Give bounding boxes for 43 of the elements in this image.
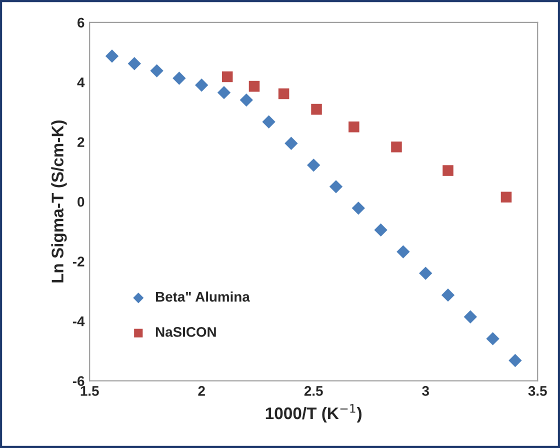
y-tick-label: -4: [72, 316, 85, 326]
y-axis-title: Ln Sigma-T (S/cm-K): [51, 120, 67, 282]
point: [105, 50, 119, 63]
point: [508, 354, 522, 368]
point: [172, 72, 186, 85]
point: [284, 136, 298, 150]
x-tick-label: 2: [198, 386, 205, 396]
y-tick-label: -2: [72, 256, 84, 266]
y-tick-label: 0: [78, 196, 84, 207]
x-tick-label: 3.5: [528, 386, 547, 396]
point: [419, 266, 432, 280]
point: [128, 57, 141, 70]
point: [307, 158, 320, 172]
x-axis-title: 1000/T (K$^{−1}$): [266, 404, 362, 423]
point: [217, 86, 231, 100]
legend-label: Beta" Alumina: [156, 292, 250, 302]
x-tick-label: 1.5: [80, 386, 99, 396]
point: [240, 93, 253, 107]
point: [195, 78, 208, 92]
point: [329, 180, 343, 194]
y-tick-label: 4: [77, 78, 85, 88]
point: [391, 142, 402, 152]
x-tick-label: 3: [422, 386, 429, 396]
point: [311, 104, 322, 115]
point: [464, 310, 477, 324]
point: [500, 192, 512, 202]
point: [262, 115, 276, 128]
y-tick-label: 6: [78, 18, 84, 28]
point: [352, 202, 365, 215]
point: [348, 122, 360, 132]
legend-label: NaSICON: [156, 327, 216, 337]
point: [374, 223, 388, 237]
y-tick-label: -6: [72, 376, 84, 386]
point: [222, 71, 233, 82]
point: [396, 245, 410, 258]
point: [442, 165, 454, 176]
point: [441, 288, 455, 302]
point: [278, 88, 290, 100]
point: [248, 80, 260, 92]
x-tick-label: 2.5: [304, 386, 323, 396]
y-tick-label: 2: [77, 137, 84, 147]
point: [150, 64, 164, 78]
point: [486, 332, 500, 346]
